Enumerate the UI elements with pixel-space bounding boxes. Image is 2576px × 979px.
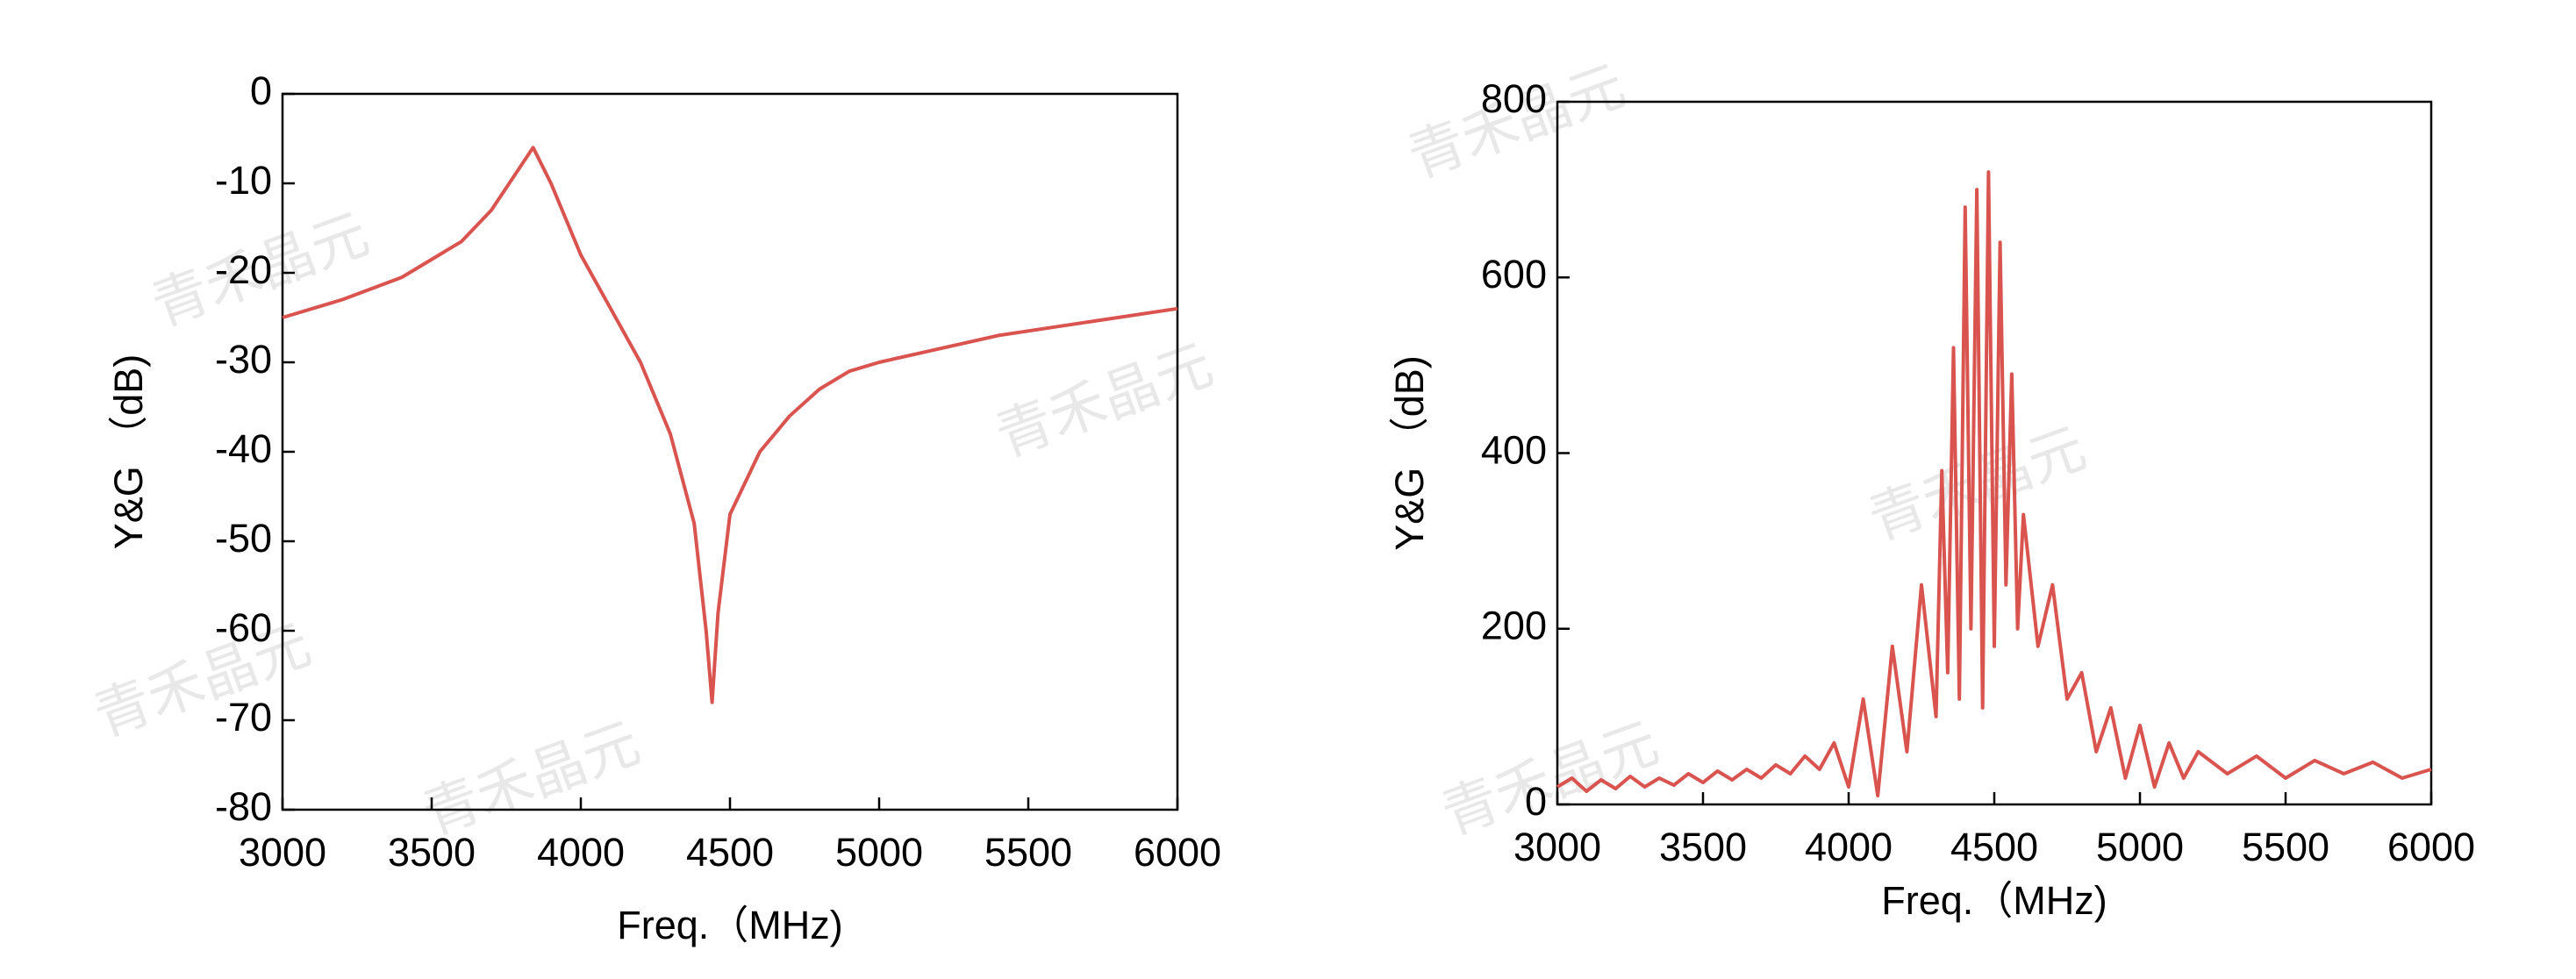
x-tick-label: 3500 — [388, 830, 476, 875]
y-axis-title: Y&G （dB) — [1387, 355, 1432, 551]
x-tick-label: 5500 — [2242, 825, 2329, 869]
watermark: 青禾晶元 — [415, 711, 648, 847]
watermark: 青禾晶元 — [1861, 416, 2093, 552]
x-tick-label: 4000 — [537, 830, 625, 875]
y-tick-label: -30 — [215, 337, 272, 382]
data-line — [1556, 170, 2432, 797]
y-tick-label: 0 — [1525, 779, 1547, 824]
x-tick-label: 5500 — [984, 830, 1072, 875]
x-tick-label: 3000 — [1513, 825, 1601, 869]
x-tick-label: 4000 — [1805, 825, 1893, 869]
y-tick-label: 0 — [250, 68, 272, 113]
x-tick-label: 3000 — [239, 830, 326, 875]
y-tick-label: 600 — [1481, 252, 1547, 297]
y-tick-label: -70 — [215, 695, 272, 740]
x-tick-label: 5000 — [835, 830, 923, 875]
y-tick-label: -20 — [215, 247, 272, 292]
watermark: 青禾晶元 — [988, 332, 1220, 468]
y-axis-title: Y&G （dB) — [106, 354, 151, 550]
x-tick-label: 6000 — [2387, 825, 2475, 869]
y-tick-label: -10 — [215, 158, 272, 203]
x-tick-label: 6000 — [1134, 830, 1221, 875]
x-tick-label: 5000 — [2096, 825, 2184, 869]
y-tick-label: -60 — [215, 605, 272, 650]
x-axis-title: Freq.（MHz) — [617, 903, 843, 947]
x-axis-title: Freq.（MHz) — [1881, 878, 2107, 923]
y-tick-label: 200 — [1481, 604, 1547, 648]
y-tick-label: 800 — [1481, 76, 1547, 121]
watermark: 青禾晶元 — [1400, 54, 1633, 189]
y-tick-label: -50 — [215, 516, 272, 561]
y-tick-label: 400 — [1481, 427, 1547, 472]
x-tick-label: 4500 — [686, 830, 774, 875]
data-line — [282, 146, 1178, 704]
y-tick-label: -80 — [215, 784, 272, 829]
x-tick-label: 3500 — [1659, 825, 1747, 869]
y-tick-label: -40 — [215, 426, 272, 471]
watermark: 青禾晶元 — [86, 612, 318, 748]
x-tick-label: 4500 — [1950, 825, 2038, 869]
